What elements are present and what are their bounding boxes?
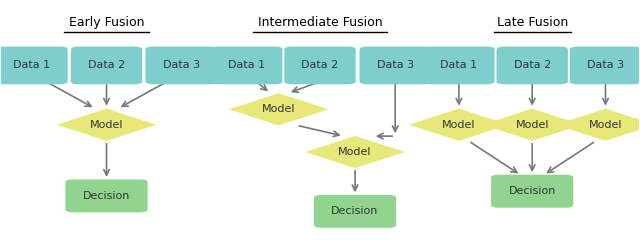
Text: Data 1: Data 1 — [228, 60, 266, 70]
Text: Decision: Decision — [332, 206, 379, 216]
Polygon shape — [228, 93, 328, 126]
Text: Model: Model — [339, 147, 372, 157]
Polygon shape — [57, 109, 156, 141]
Text: Data 2: Data 2 — [301, 60, 339, 70]
FancyBboxPatch shape — [0, 47, 68, 84]
Text: Model: Model — [589, 120, 622, 130]
FancyBboxPatch shape — [65, 180, 148, 212]
FancyBboxPatch shape — [145, 47, 217, 84]
Text: Model: Model — [442, 120, 476, 130]
Text: Late Fusion: Late Fusion — [497, 16, 568, 29]
Text: Model: Model — [262, 104, 295, 114]
Polygon shape — [556, 109, 640, 141]
Text: Model: Model — [90, 120, 124, 130]
Text: Data 2: Data 2 — [88, 60, 125, 70]
Text: Intermediate Fusion: Intermediate Fusion — [258, 16, 382, 29]
FancyBboxPatch shape — [360, 47, 431, 84]
Text: Data 3: Data 3 — [376, 60, 413, 70]
Text: Data 2: Data 2 — [513, 60, 551, 70]
FancyBboxPatch shape — [570, 47, 640, 84]
FancyBboxPatch shape — [71, 47, 142, 84]
Text: Data 3: Data 3 — [163, 60, 200, 70]
Polygon shape — [409, 109, 509, 141]
Text: Data 1: Data 1 — [13, 60, 51, 70]
Text: Early Fusion: Early Fusion — [68, 16, 144, 29]
FancyBboxPatch shape — [491, 175, 573, 208]
FancyBboxPatch shape — [284, 47, 356, 84]
Text: Decision: Decision — [509, 186, 556, 196]
FancyBboxPatch shape — [314, 195, 396, 228]
FancyBboxPatch shape — [211, 47, 282, 84]
Text: Model: Model — [515, 120, 549, 130]
Text: Data 1: Data 1 — [440, 60, 477, 70]
Polygon shape — [305, 136, 405, 168]
Polygon shape — [483, 109, 582, 141]
Text: Decision: Decision — [83, 191, 130, 201]
FancyBboxPatch shape — [423, 47, 495, 84]
Text: Data 3: Data 3 — [587, 60, 624, 70]
FancyBboxPatch shape — [497, 47, 568, 84]
